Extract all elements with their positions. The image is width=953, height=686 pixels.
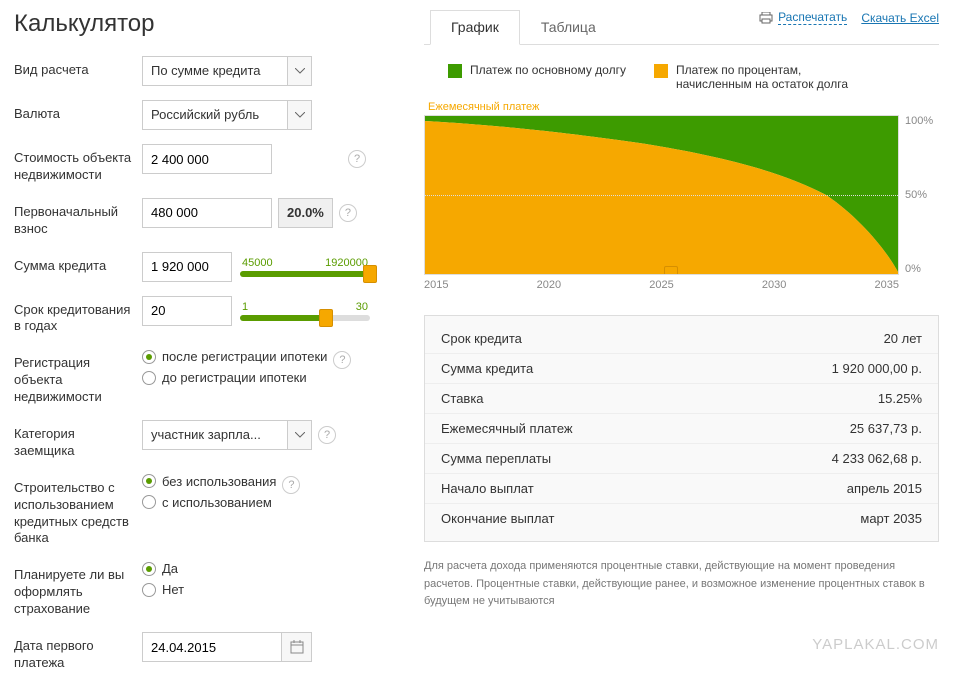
summary-row: Срок кредита20 лет <box>425 324 938 353</box>
currency-select[interactable]: Российский рубль <box>142 100 312 130</box>
construction-no-radio[interactable]: без использования <box>142 474 276 489</box>
insurance-label: Планируете ли вы оформлять страхование <box>14 561 134 618</box>
legend-interest: Платеж по процентам, начисленным на оста… <box>654 63 874 91</box>
insurance-yes-radio[interactable]: Да <box>142 561 184 576</box>
summary-row: Сумма переплаты4 233 062,68 р. <box>425 443 938 473</box>
page-title: Калькулятор <box>14 10 394 38</box>
construction-yes-radio[interactable]: с использованием <box>142 495 276 510</box>
summary-row: Ежемесячный платеж25 637,73 р. <box>425 413 938 443</box>
loan-amount-label: Сумма кредита <box>14 252 134 275</box>
loan-term-slider[interactable] <box>240 315 370 321</box>
summary-row: Начало выплатапрель 2015 <box>425 473 938 503</box>
calendar-button[interactable] <box>282 632 312 662</box>
help-icon[interactable]: ? <box>282 476 300 494</box>
insurance-no-radio[interactable]: Нет <box>142 582 184 597</box>
property-cost-input[interactable] <box>142 144 272 174</box>
borrower-cat-select[interactable]: участник зарпла... <box>142 420 312 450</box>
legend-swatch-green <box>448 64 462 78</box>
first-date-input[interactable] <box>142 632 282 662</box>
summary-row: Ставка15.25% <box>425 383 938 413</box>
chevron-down-icon <box>287 421 311 449</box>
help-icon[interactable]: ? <box>333 351 351 369</box>
tab-table[interactable]: Таблица <box>520 10 617 44</box>
print-icon <box>759 12 773 24</box>
chart-xaxis: 2015 2020 2025 2030 2035 <box>424 279 939 291</box>
summary-table: Срок кредита20 летСумма кредита1 920 000… <box>424 315 939 542</box>
help-icon[interactable]: ? <box>348 150 366 168</box>
chevron-down-icon <box>287 101 311 129</box>
first-date-label: Дата первого платежа <box>14 632 134 672</box>
gridline <box>425 195 898 196</box>
legend-principal: Платеж по основному долгу <box>448 63 626 91</box>
help-icon[interactable]: ? <box>318 426 336 444</box>
print-link[interactable]: Распечатать <box>759 10 847 25</box>
down-payment-input[interactable] <box>142 198 272 228</box>
payment-chart: 100% 50% 0% <box>424 115 939 275</box>
loan-term-input[interactable] <box>142 296 232 326</box>
calendar-icon <box>290 640 304 654</box>
loan-term-label: Срок кредитования в годах <box>14 296 134 336</box>
slider-thumb[interactable] <box>363 265 377 283</box>
summary-row: Окончание выплатмарт 2035 <box>425 503 938 533</box>
loan-amount-slider[interactable] <box>240 271 370 277</box>
chart-title: Ежемесячный платеж <box>428 101 939 113</box>
chart-yaxis: 100% 50% 0% <box>899 115 939 275</box>
down-payment-pct: 20.0% <box>278 198 333 228</box>
help-icon[interactable]: ? <box>339 204 357 222</box>
down-payment-label: Первоначальный взнос <box>14 198 134 238</box>
registration-after-radio[interactable]: после регистрации ипотеки <box>142 349 327 364</box>
registration-label: Регистрация объекта недвижимости <box>14 349 134 406</box>
property-cost-label: Стоимость объекта недвижимости <box>14 144 134 184</box>
calc-type-select[interactable]: По сумме кредита <box>142 56 312 86</box>
construction-label: Строительство с использованием кредитных… <box>14 474 134 548</box>
calc-type-label: Вид расчета <box>14 56 134 79</box>
chevron-down-icon <box>287 57 311 85</box>
chart-marker[interactable] <box>664 266 678 275</box>
loan-amount-input[interactable] <box>142 252 232 282</box>
watermark: YAPLAKAL.COM <box>812 636 939 653</box>
slider-thumb[interactable] <box>319 309 333 327</box>
borrower-cat-label: Категория заемщика <box>14 420 134 460</box>
tab-chart[interactable]: График <box>430 10 520 45</box>
registration-before-radio[interactable]: до регистрации ипотеки <box>142 370 327 385</box>
disclaimer: Для расчета дохода применяются процентны… <box>424 558 939 611</box>
summary-row: Сумма кредита1 920 000,00 р. <box>425 353 938 383</box>
excel-link[interactable]: Скачать Excel <box>861 11 939 25</box>
currency-label: Валюта <box>14 100 134 123</box>
legend-swatch-orange <box>654 64 668 78</box>
